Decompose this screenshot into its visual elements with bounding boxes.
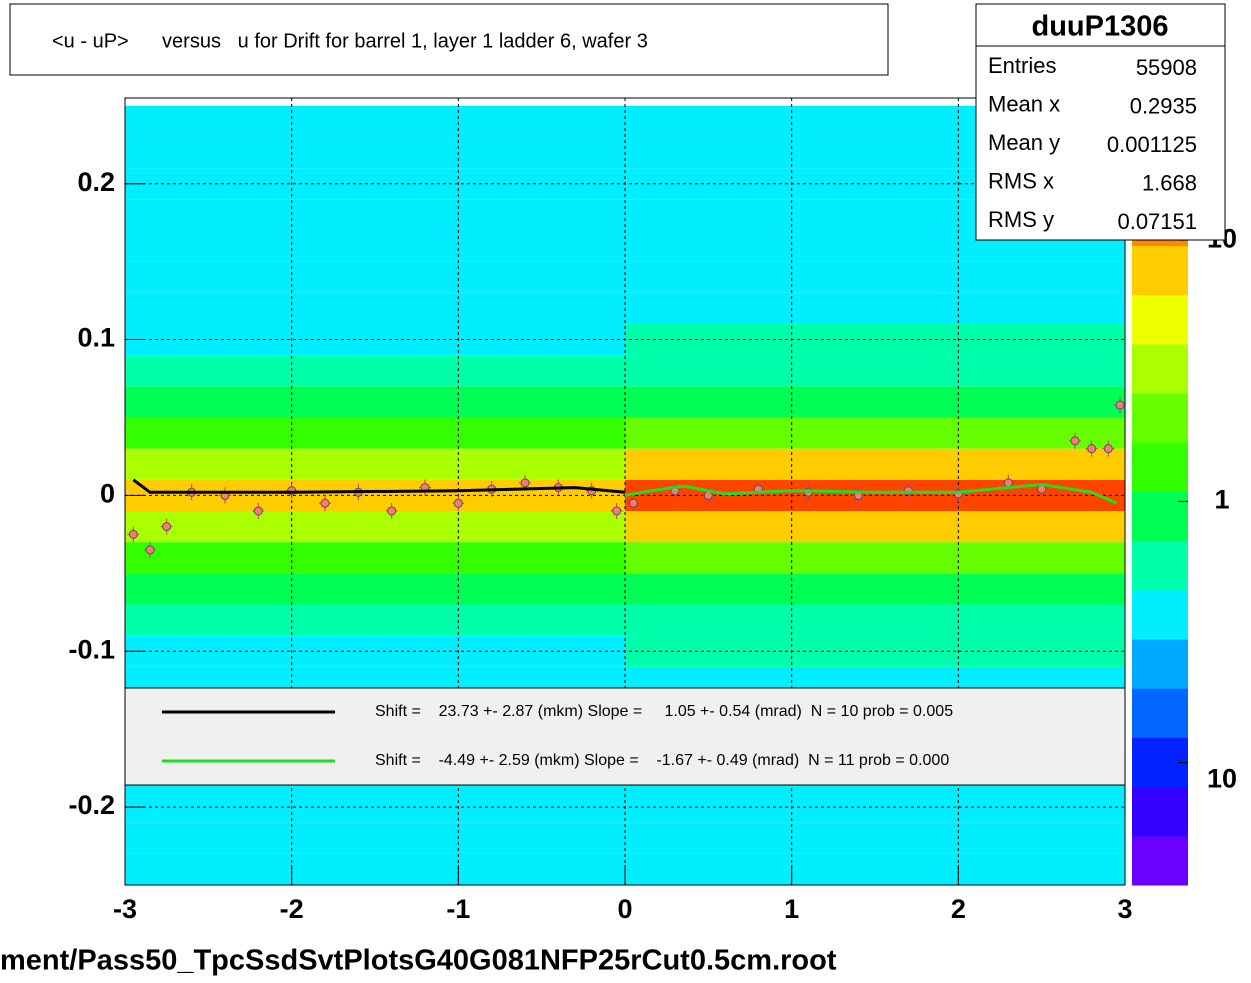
profile-point: [1070, 436, 1080, 446]
heatmap-cell: [625, 292, 1125, 324]
color-bar-step: [1132, 343, 1188, 394]
heatmap-cell: [125, 355, 625, 387]
stats-value: 55908: [1136, 55, 1197, 80]
heatmap-cell: [625, 542, 1125, 574]
y-tick-label: -0.1: [68, 634, 115, 664]
heatmap-cell: [125, 386, 625, 418]
stats-label: Mean y: [988, 130, 1060, 155]
heatmap-cell: [125, 199, 625, 231]
color-bar-step: [1132, 491, 1188, 542]
heatmap-cell: [625, 822, 1125, 854]
profile-point: [320, 498, 330, 508]
profile-point: [1115, 400, 1125, 410]
stats-box: [975, 3, 1226, 241]
color-bar-step: [1132, 786, 1188, 837]
profile-point: [628, 498, 638, 508]
heatmap-cell: [125, 510, 625, 543]
heatmap-cell: [125, 822, 625, 854]
x-tick-label: 1: [784, 894, 799, 924]
heatmap-cell: [625, 417, 1125, 449]
heatmap-cell: [625, 355, 1125, 387]
heatmap-cell: [625, 510, 1125, 543]
color-bar-step: [1132, 639, 1188, 689]
heatmap-cell: [625, 261, 1125, 293]
stats-title: duuP1306: [1032, 11, 1169, 43]
z-tick-label: 10: [1207, 764, 1237, 794]
title-box: [9, 3, 889, 76]
x-tick-label: 0: [617, 894, 632, 924]
heatmap-cell: [125, 292, 625, 324]
z-tick-label: 1: [1214, 484, 1229, 514]
stats-value: 0.2935: [1130, 93, 1197, 118]
heatmap-cell: [125, 261, 625, 293]
legend-box: [124, 687, 1126, 786]
y-tick-label: 0: [100, 479, 115, 509]
x-tick-label: 2: [951, 894, 966, 924]
chart-title: <u - uP> versus u for Drift for barrel 1…: [52, 30, 648, 52]
profile-point: [1003, 478, 1013, 488]
heatmap-cell: [625, 604, 1125, 636]
stats-value: 1.668: [1142, 170, 1197, 195]
plot-frame: [124, 97, 1126, 886]
x-tick-label: 3: [1117, 894, 1132, 924]
y-tick-label: -0.2: [68, 790, 115, 820]
profile-point: [612, 506, 622, 516]
color-bar-step: [1132, 835, 1188, 886]
fit-line: [132, 478, 626, 494]
profile-point: [387, 506, 397, 516]
x-tick-label: -1: [446, 894, 470, 924]
color-bar-step: [1132, 589, 1188, 640]
color-bar-step: [1132, 540, 1188, 591]
heatmap-cell: [625, 853, 1125, 885]
profile-point: [162, 522, 172, 532]
stats-label: RMS x: [988, 168, 1054, 193]
heatmap-cell: [125, 136, 625, 169]
heatmap-cell: [125, 542, 625, 574]
x-tick-label: -3: [113, 894, 137, 924]
profile-point: [253, 506, 263, 516]
color-bar-step: [1132, 245, 1188, 296]
color-bar-step: [1132, 393, 1188, 443]
color-bar-step: [1132, 442, 1188, 492]
heatmap-cell: [125, 448, 625, 480]
x-tick-label: -2: [280, 894, 304, 924]
heatmap-cell: [125, 604, 625, 636]
y-tick-label: 0.2: [77, 167, 115, 197]
heatmap-cell: [125, 573, 625, 605]
color-bar-step: [1132, 688, 1188, 738]
profile-point: [453, 498, 463, 508]
stats-label: Mean x: [988, 91, 1060, 116]
legend-label: Shift = -4.49 +- 2.59 (mkm) Slope = -1.6…: [375, 752, 949, 769]
legend-label: Shift = 23.73 +- 2.87 (mkm) Slope = 1.05…: [375, 703, 953, 720]
profile-point: [1087, 444, 1097, 454]
stats-label: Entries: [988, 53, 1056, 78]
heatmap-cell: [125, 105, 625, 137]
profile-point: [1103, 444, 1113, 454]
y-tick-label: 0.1: [77, 323, 115, 353]
stats-label: RMS y: [988, 207, 1054, 232]
heatmap-cell: [125, 417, 625, 449]
profile-point: [520, 478, 530, 488]
heatmap-cell: [625, 573, 1125, 605]
profile-point: [128, 529, 138, 539]
color-bar-step: [1132, 294, 1188, 345]
heatmap-cell: [625, 386, 1125, 418]
footer: ment/Pass50_TpcSsdSvtPlotsG40G081NFP25rC…: [0, 945, 837, 977]
stats-value: 0.07151: [1117, 209, 1197, 234]
stats-value: 0.001125: [1107, 132, 1197, 157]
profile-point: [145, 545, 155, 555]
heatmap-cell: [125, 853, 625, 885]
heatmap-cell: [125, 230, 625, 262]
fit-line: [624, 482, 1118, 505]
heatmap-cell: [625, 448, 1125, 480]
